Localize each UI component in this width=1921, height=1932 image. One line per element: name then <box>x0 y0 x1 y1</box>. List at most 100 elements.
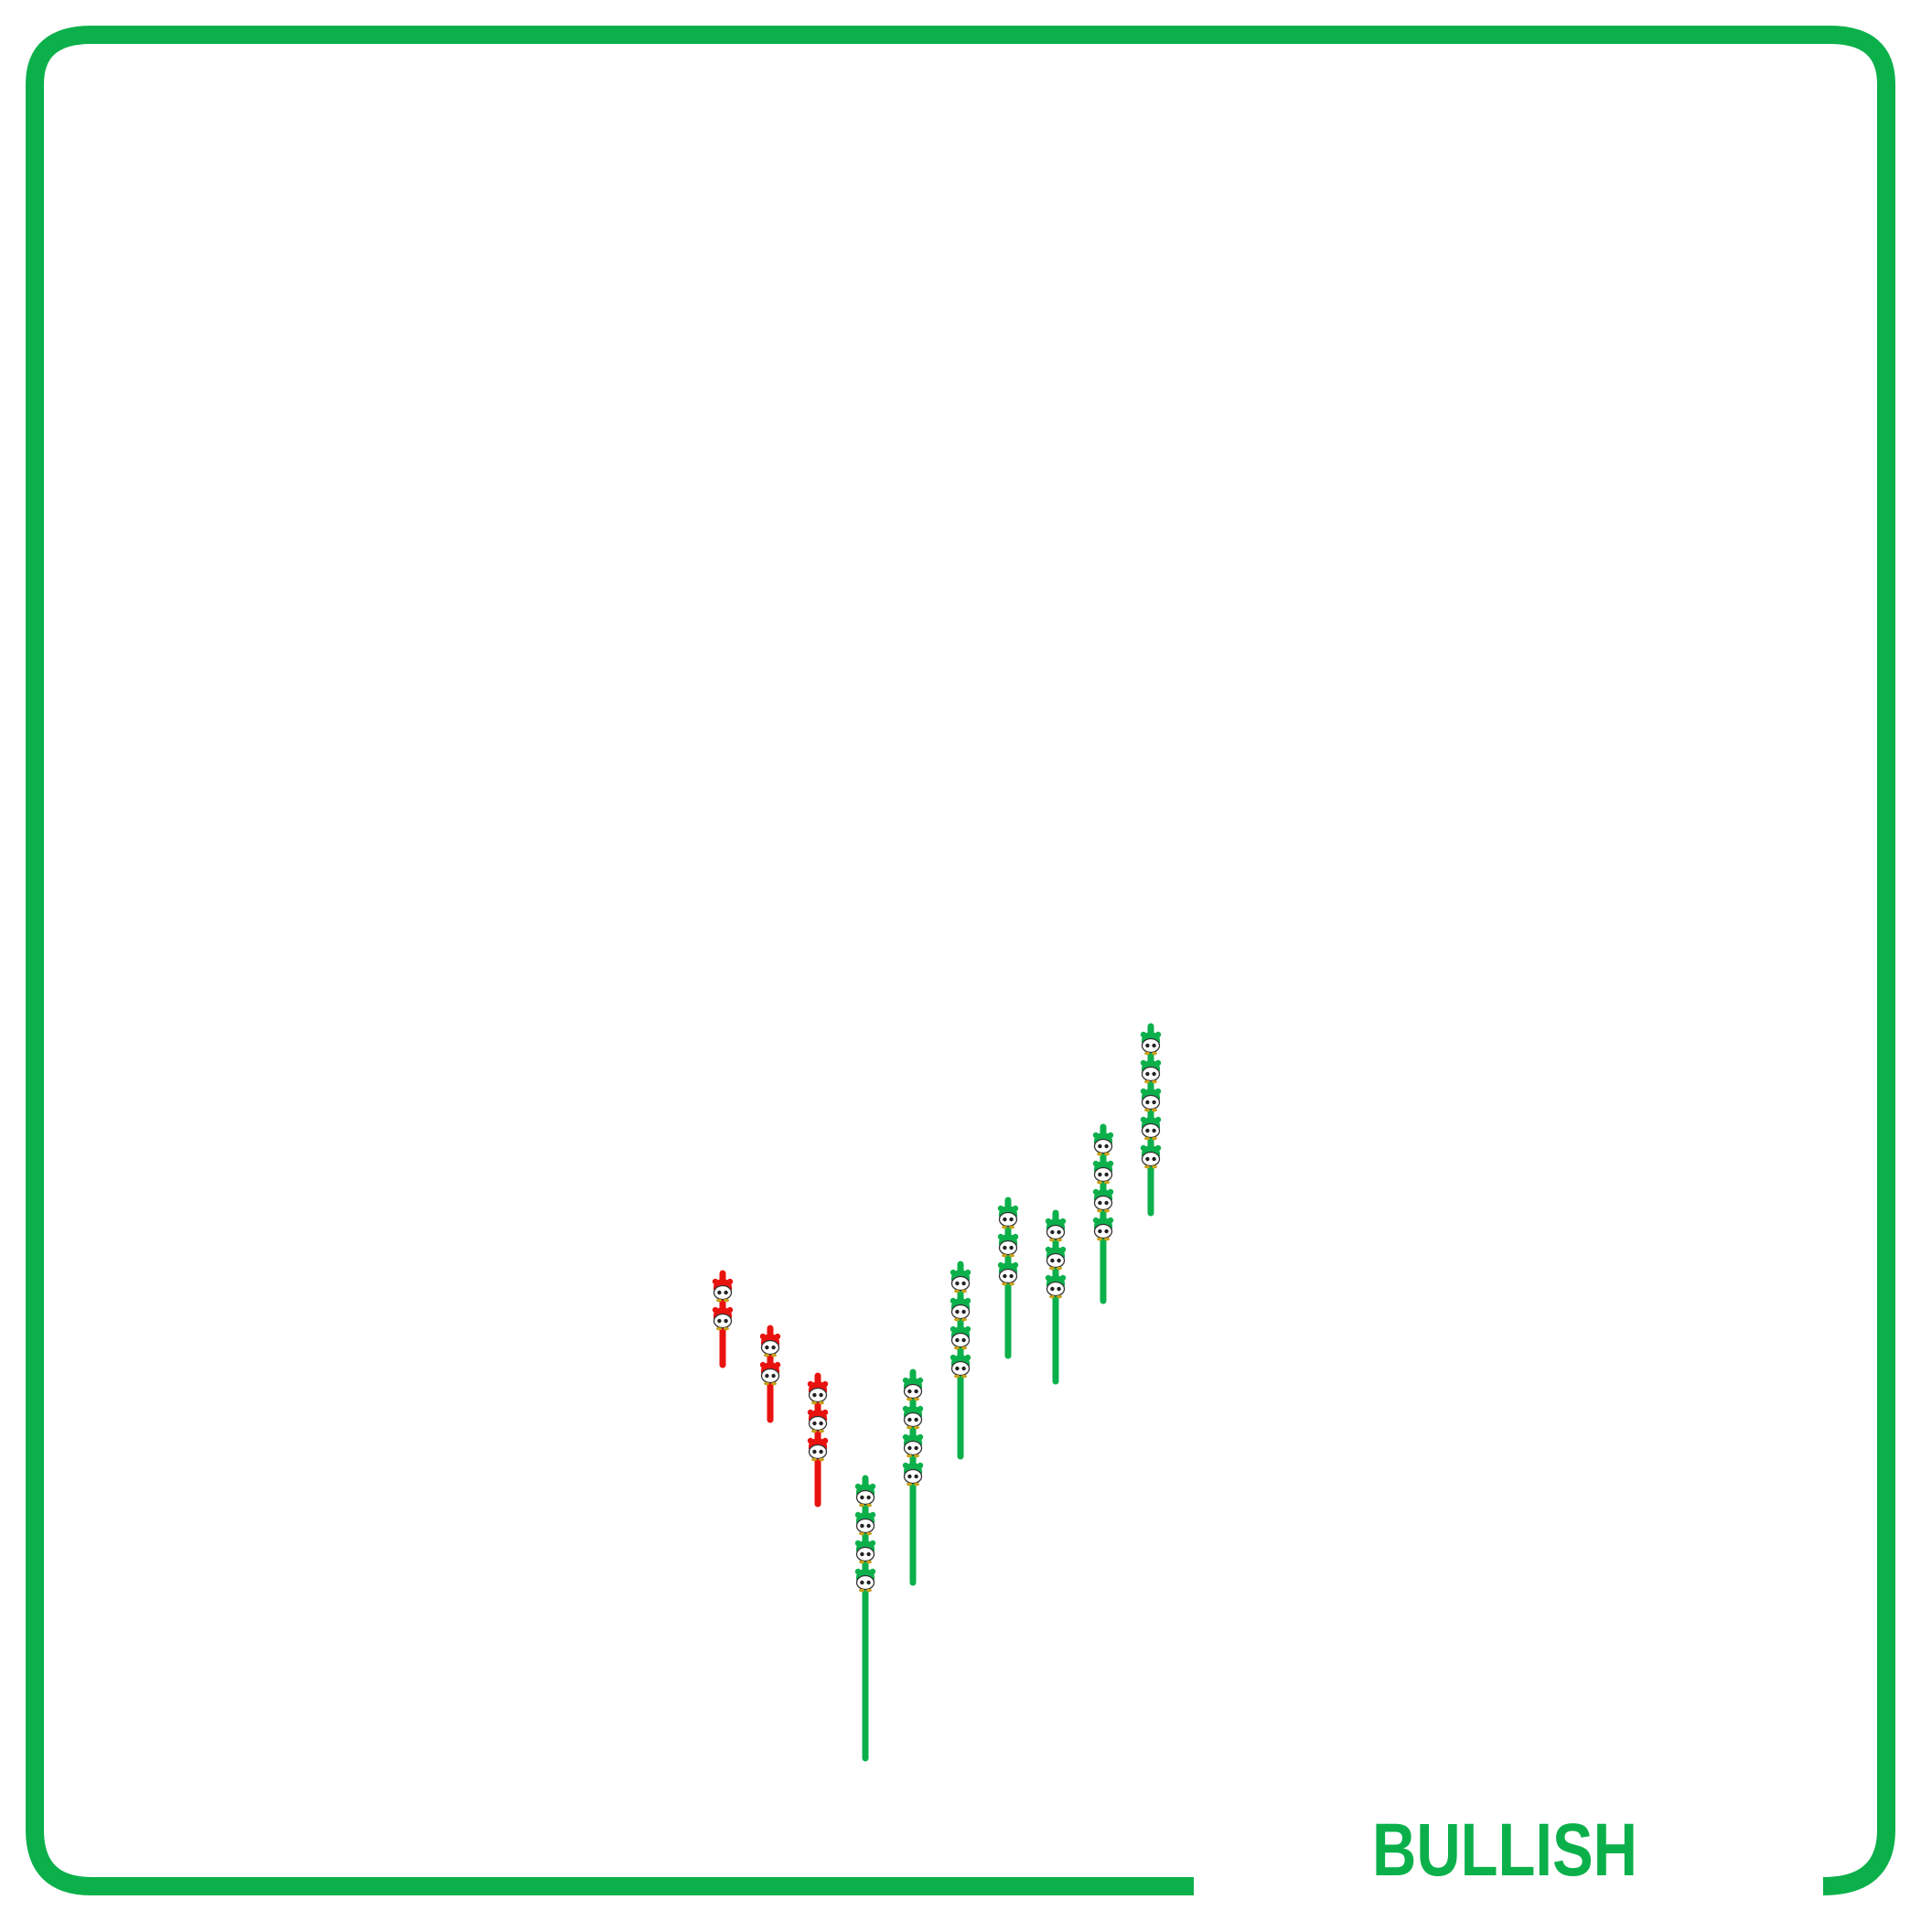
figure-ear <box>1092 1132 1100 1139</box>
candle-figure <box>997 1233 1019 1258</box>
figure-eye <box>955 1281 960 1286</box>
figure-ear <box>712 1306 719 1314</box>
figure-eye <box>860 1495 864 1500</box>
figure-face <box>855 1518 875 1534</box>
candle <box>759 1325 781 1423</box>
candle-figure <box>950 1297 971 1322</box>
figure-ear <box>759 1361 767 1368</box>
chart-frame <box>26 26 1895 1895</box>
figure-face <box>903 1468 923 1485</box>
figure-face <box>855 1546 875 1562</box>
figure-ear <box>1154 1116 1162 1123</box>
figure-foot <box>716 1326 722 1331</box>
figure-foot <box>961 1289 967 1293</box>
candle-figure <box>950 1326 971 1350</box>
figure-eye <box>1104 1143 1109 1149</box>
figure-foot <box>1009 1253 1014 1258</box>
figure-eye <box>955 1309 960 1315</box>
figure-eye <box>1104 1229 1109 1234</box>
figure-ear <box>854 1568 862 1575</box>
figure-ear <box>1140 1059 1147 1067</box>
figure-ear <box>1012 1205 1019 1212</box>
figure-foot <box>1144 1079 1150 1084</box>
figure-ear <box>712 1278 719 1285</box>
candle-figure <box>1045 1246 1067 1271</box>
figure-ear <box>821 1380 829 1388</box>
figure-face <box>903 1440 923 1456</box>
candles-group <box>712 1023 1162 1762</box>
figure-eye <box>724 1318 728 1324</box>
figure-ear <box>964 1269 971 1276</box>
figure-ear <box>1012 1233 1019 1240</box>
figure-face <box>903 1411 923 1428</box>
figure-ear <box>807 1409 814 1416</box>
figure-face <box>1093 1138 1113 1154</box>
figure-ear <box>1045 1218 1052 1225</box>
figure-ear <box>1140 1031 1147 1038</box>
figure-face <box>760 1368 780 1384</box>
figure-eye <box>1009 1273 1014 1279</box>
figure-ear <box>950 1354 957 1361</box>
figure-foot <box>1049 1266 1055 1271</box>
figure-face <box>1141 1066 1161 1082</box>
figure-eye <box>1152 1043 1156 1048</box>
candle-figure <box>854 1483 876 1508</box>
figure-face <box>950 1360 971 1377</box>
figure-face <box>1046 1281 1066 1297</box>
figure-eye <box>1145 1128 1150 1133</box>
figure-foot <box>1009 1225 1014 1229</box>
figure-foot <box>811 1401 817 1405</box>
figure-foot <box>859 1560 864 1564</box>
figure-eye <box>907 1389 912 1394</box>
figure-eye <box>914 1474 918 1479</box>
figure-eye <box>812 1421 817 1426</box>
candle-figure <box>902 1462 924 1487</box>
figure-foot <box>954 1289 960 1293</box>
figure-foot <box>866 1531 872 1536</box>
figure-ear <box>997 1205 1004 1212</box>
figure-foot <box>954 1374 960 1379</box>
candle-figure <box>1092 1188 1114 1213</box>
figure-foot <box>1152 1051 1157 1056</box>
figure-foot <box>764 1353 769 1358</box>
figure-foot <box>1097 1180 1102 1185</box>
figure-eye <box>724 1290 728 1295</box>
candle-figure <box>1140 1059 1162 1084</box>
figure-foot <box>1097 1208 1102 1213</box>
candle-figure <box>759 1333 781 1358</box>
figure-eye <box>1050 1229 1055 1235</box>
figure-foot <box>1104 1208 1110 1213</box>
candle-figure <box>950 1269 971 1293</box>
figure-face <box>998 1268 1018 1284</box>
figure-eye <box>961 1281 966 1286</box>
figure-face <box>760 1339 780 1356</box>
figure-eye <box>819 1449 823 1454</box>
figure-face <box>713 1313 733 1329</box>
figure-ear <box>950 1297 957 1304</box>
figure-foot <box>961 1374 967 1379</box>
figure-ear <box>1059 1274 1067 1282</box>
figure-ear <box>1092 1160 1100 1167</box>
candle-figure <box>1140 1144 1162 1169</box>
figure-foot <box>907 1425 912 1430</box>
candle <box>1140 1023 1162 1217</box>
figure-face <box>950 1275 971 1292</box>
figure-eye <box>1003 1245 1007 1250</box>
figure-ear <box>950 1269 957 1276</box>
figure-eye <box>1152 1128 1156 1133</box>
figure-foot <box>961 1317 967 1322</box>
figure-ear <box>1154 1144 1162 1152</box>
figure-ear <box>869 1511 876 1519</box>
figure-eye <box>907 1474 912 1479</box>
figure-ear <box>902 1433 909 1441</box>
figure-face <box>1141 1037 1161 1054</box>
figure-eye <box>1145 1156 1150 1162</box>
candle <box>950 1261 971 1460</box>
figure-eye <box>1098 1229 1102 1234</box>
figure-ear <box>1140 1116 1147 1123</box>
figure-ear <box>821 1437 829 1444</box>
candle-figure <box>902 1405 924 1430</box>
candle-figure <box>997 1261 1019 1286</box>
figure-foot <box>866 1588 872 1593</box>
